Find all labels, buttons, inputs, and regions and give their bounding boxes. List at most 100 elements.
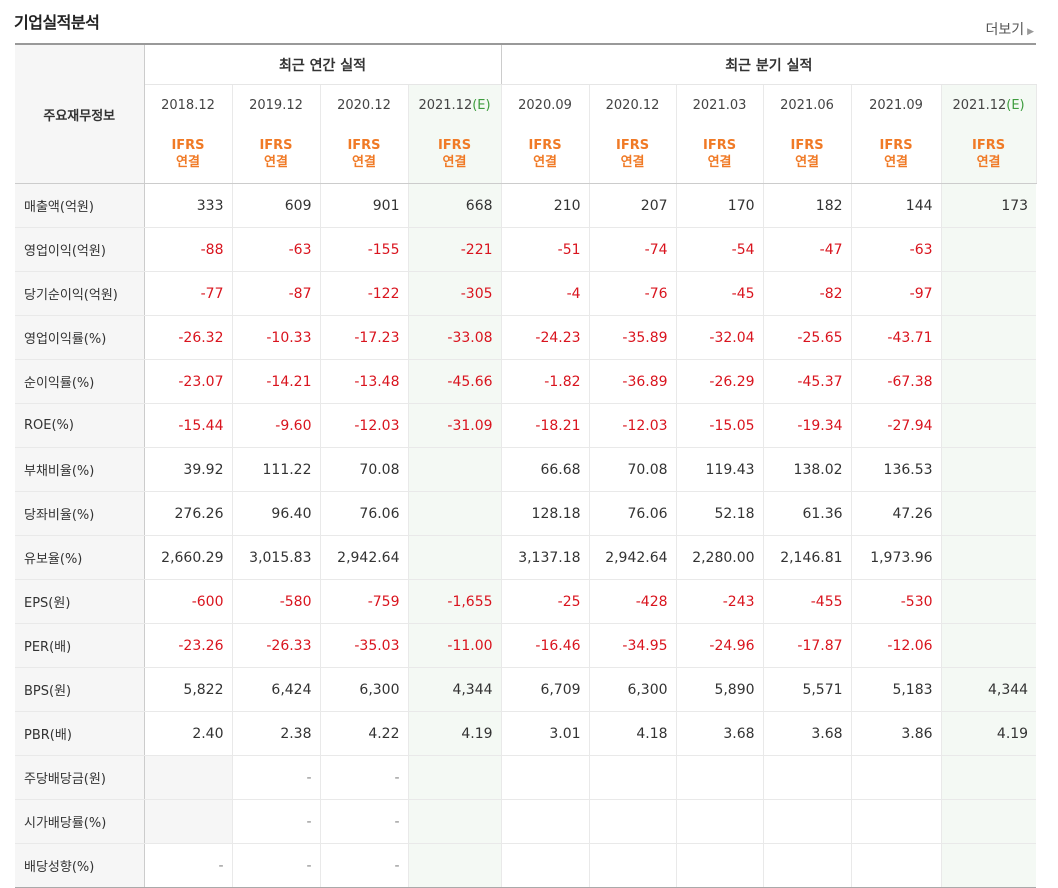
table-cell xyxy=(941,843,1037,888)
table-cell: - xyxy=(144,843,233,888)
table-cell: 668 xyxy=(408,183,502,228)
ifrs-badge: IFRS 연결 xyxy=(851,125,942,184)
table-cell: -74 xyxy=(589,227,677,272)
more-link[interactable]: 더보기 ▶ xyxy=(985,19,1034,39)
row-label: 부채비율(%) xyxy=(15,447,145,492)
table-cell: 2,942.64 xyxy=(320,535,409,580)
table-cell: -54 xyxy=(676,227,764,272)
table-cell: - xyxy=(320,843,409,888)
table-cell: -45.37 xyxy=(763,359,852,404)
table-cell: 6,300 xyxy=(589,667,677,712)
ifrs-label: IFRS xyxy=(171,138,205,153)
table-cell xyxy=(941,227,1037,272)
table-cell xyxy=(408,843,502,888)
table-row: 주당배당금(원) - - xyxy=(15,755,1037,800)
table-cell: -12.03 xyxy=(320,403,409,448)
table-cell: -33.08 xyxy=(408,315,502,360)
period-header: 2019.12 xyxy=(232,84,321,125)
table-cell: 4.19 xyxy=(408,711,502,756)
consolidated-label: 연결 xyxy=(533,155,557,170)
table-cell: 6,424 xyxy=(232,667,321,712)
table-cell xyxy=(851,843,942,888)
table-cell: -12.06 xyxy=(851,623,942,668)
table-row: 당좌비율(%) 276.26 96.40 76.06 128.18 76.06 52.18 6… xyxy=(15,491,1037,536)
consolidated-label: 연결 xyxy=(442,155,467,170)
table-cell: 39.92 xyxy=(144,447,233,492)
ifrs-label: IFRS xyxy=(437,138,472,153)
ifrs-badge: IFRS 연결 xyxy=(589,125,677,184)
table-row: 시가배당률(%) - - xyxy=(15,799,1037,844)
table-cell: 4.18 xyxy=(589,711,677,756)
table-cell: - xyxy=(232,843,321,888)
table-row: BPS(원) 5,822 6,424 6,300 4,344 6,709 6,300 5,89… xyxy=(15,667,1037,712)
table-cell xyxy=(589,843,677,888)
table-cell: 901 xyxy=(320,183,409,228)
table-cell: 70.08 xyxy=(320,447,409,492)
table-cell xyxy=(851,755,942,800)
table-cell: -10.33 xyxy=(232,315,321,360)
table-cell: 3.01 xyxy=(500,711,590,756)
row-label: 당좌비율(%) xyxy=(15,491,145,536)
table-cell: 76.06 xyxy=(589,491,677,536)
table-cell: -455 xyxy=(763,579,852,624)
table-cell: -87 xyxy=(232,271,321,316)
table-cell: 144 xyxy=(851,183,942,228)
table-cell: 2,146.81 xyxy=(763,535,852,580)
table-cell: 4,344 xyxy=(941,667,1037,712)
ifrs-badge: IFRS 연결 xyxy=(676,125,764,184)
consolidated-label: 연결 xyxy=(976,155,1001,170)
table-cell: 4.22 xyxy=(320,711,409,756)
table-cell: -35.03 xyxy=(320,623,409,668)
table-cell xyxy=(763,843,852,888)
ifrs-badge: IFRS 연결 xyxy=(320,125,409,184)
table-cell xyxy=(941,359,1037,404)
table-cell: 6,300 xyxy=(320,667,409,712)
table-cell: 182 xyxy=(763,183,852,228)
table-cell: 128.18 xyxy=(500,491,590,536)
table-cell xyxy=(500,755,590,800)
table-cell: -9.60 xyxy=(232,403,321,448)
table-cell xyxy=(851,799,942,844)
table-row: 당기순이익(억원) -77 -87 -122 -305 -4 -76 -45 -82 -97 xyxy=(15,271,1037,316)
table-cell xyxy=(941,535,1037,580)
table-cell: 333 xyxy=(144,183,233,228)
table-cell: 5,822 xyxy=(144,667,233,712)
table-row: 배당성향(%) - - - xyxy=(15,843,1037,888)
consolidated-label: 연결 xyxy=(795,155,819,170)
table-cell: 5,890 xyxy=(676,667,764,712)
table-cell xyxy=(408,491,502,536)
table-cell: -45.66 xyxy=(408,359,502,404)
table-cell: -305 xyxy=(408,271,502,316)
table-cell: 210 xyxy=(500,183,590,228)
table-cell: -36.89 xyxy=(589,359,677,404)
table-cell: -1,655 xyxy=(408,579,502,624)
table-cell: -51 xyxy=(500,227,590,272)
period-header: 2020.09 xyxy=(500,84,590,125)
table-cell: -63 xyxy=(232,227,321,272)
period-header: 2021.12(E) xyxy=(408,84,502,125)
period-header: 2021.03 xyxy=(676,84,764,125)
table-cell: -26.33 xyxy=(232,623,321,668)
table-cell: 3.86 xyxy=(851,711,942,756)
table-cell xyxy=(500,799,590,844)
row-label: 영업이익(억원) xyxy=(15,227,145,272)
table-cell: -15.05 xyxy=(676,403,764,448)
period-header: 2021.12(E) xyxy=(941,84,1037,125)
table-cell xyxy=(941,271,1037,316)
table-cell: -23.26 xyxy=(144,623,233,668)
table-cell xyxy=(500,843,590,888)
table-cell: -14.21 xyxy=(232,359,321,404)
consolidated-label: 연결 xyxy=(264,155,288,170)
table-cell: -88 xyxy=(144,227,233,272)
table-row: 영업이익(억원) -88 -63 -155 -221 -51 -74 -54 -47 -63 xyxy=(15,227,1037,272)
consolidated-label: 연결 xyxy=(707,155,732,170)
row-label: EPS(원) xyxy=(15,579,145,624)
table-cell: -31.09 xyxy=(408,403,502,448)
table-cell: 4.19 xyxy=(941,711,1037,756)
ifrs-label: IFRS xyxy=(347,138,381,153)
table-cell: 5,571 xyxy=(763,667,852,712)
more-label: 더보기 xyxy=(985,22,1025,38)
table-cell xyxy=(941,315,1037,360)
table-cell xyxy=(144,799,233,844)
table-cell: 1,973.96 xyxy=(851,535,942,580)
